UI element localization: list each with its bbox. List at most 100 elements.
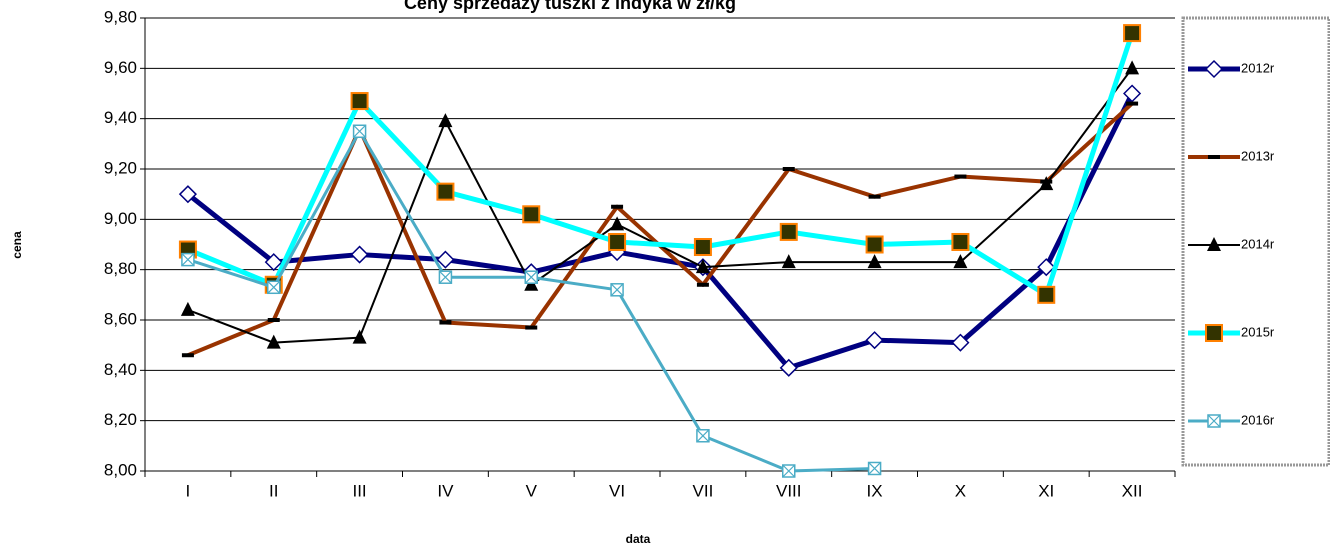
- x-tick-label: VI: [609, 481, 625, 500]
- x-tick-label: VII: [693, 481, 714, 500]
- marker: [693, 238, 712, 257]
- marker: [865, 331, 884, 350]
- y-tick-label: 8,40: [104, 360, 137, 379]
- marker: [865, 235, 884, 254]
- marker: [522, 205, 541, 224]
- marker: [868, 194, 881, 199]
- x-tick-label: IV: [437, 481, 454, 500]
- marker: [264, 253, 283, 272]
- series-line: [186, 32, 1135, 298]
- marker: [610, 216, 625, 231]
- marker: [953, 254, 968, 269]
- marker-cross: [868, 462, 882, 475]
- marker: [695, 259, 710, 274]
- marker: [782, 464, 796, 478]
- x-tick-label: XI: [1038, 481, 1054, 500]
- marker-cross: [782, 464, 796, 478]
- marker: [1037, 285, 1056, 304]
- marker: [867, 461, 882, 476]
- marker-cross: [610, 283, 624, 297]
- marker: [1205, 324, 1223, 342]
- marker: [267, 280, 281, 295]
- marker: [180, 301, 195, 316]
- marker: [1125, 60, 1140, 75]
- marker-cross: [353, 124, 367, 138]
- y-tick-label: 9,40: [104, 108, 137, 127]
- legend-label: 2016r: [1241, 412, 1275, 427]
- x-tick-label: V: [526, 481, 538, 500]
- x-axis-label: data: [626, 532, 651, 546]
- series-line: [187, 67, 1133, 344]
- marker: [1039, 176, 1054, 191]
- x-tick-label: VIII: [776, 481, 802, 500]
- y-tick-label: 8,20: [104, 410, 137, 429]
- marker: [439, 320, 452, 325]
- marker: [867, 254, 882, 269]
- y-tick-label: 9,20: [104, 158, 137, 177]
- marker: [178, 185, 197, 204]
- marker-cross: [1207, 414, 1221, 428]
- series-line: [187, 129, 875, 473]
- marker: [779, 358, 798, 377]
- marker: [1037, 258, 1056, 277]
- x-tick-label: XII: [1122, 481, 1143, 500]
- marker: [438, 113, 453, 128]
- marker: [782, 167, 795, 171]
- marker: [954, 174, 967, 179]
- legend-label: 2015r: [1241, 324, 1275, 339]
- marker: [267, 318, 280, 322]
- marker: [525, 325, 538, 330]
- y-tick-label: 9,00: [104, 209, 137, 228]
- legend-box: [1181, 16, 1330, 467]
- marker-cross: [524, 270, 538, 284]
- marker: [610, 283, 624, 297]
- marker: [352, 124, 367, 138]
- y-tick-label: 9,80: [104, 7, 137, 26]
- marker: [438, 270, 453, 284]
- marker: [436, 250, 455, 269]
- marker: [951, 333, 970, 352]
- marker: [1204, 59, 1224, 79]
- x-tick-label: III: [352, 481, 366, 500]
- marker: [696, 282, 709, 287]
- marker: [1123, 24, 1142, 43]
- marker: [611, 204, 624, 209]
- y-tick-label: 8,60: [104, 309, 137, 328]
- marker: [696, 429, 710, 443]
- x-tick-label: II: [269, 481, 278, 500]
- marker: [608, 232, 627, 251]
- marker-cross: [438, 270, 452, 284]
- y-tick-label: 8,80: [104, 259, 137, 278]
- marker: [524, 270, 538, 284]
- y-axis-label: cena: [10, 231, 24, 259]
- x-tick-label: X: [955, 481, 966, 500]
- marker: [779, 222, 798, 241]
- series-line: [186, 92, 1135, 371]
- x-tick-label: IX: [867, 481, 883, 500]
- legend-label: 2012r: [1241, 60, 1275, 75]
- marker-cross: [267, 280, 281, 294]
- y-tick-label: 9,60: [104, 58, 137, 77]
- marker: [1126, 101, 1139, 106]
- marker: [436, 182, 455, 201]
- legend-label: 2013r: [1241, 148, 1275, 163]
- marker: [781, 254, 796, 269]
- marker: [1208, 155, 1220, 159]
- chart-title: Ceny sprzedaży tuszki z indyka w zł/kg: [404, 0, 736, 13]
- marker-cross: [181, 253, 195, 267]
- marker: [266, 334, 281, 349]
- marker: [350, 245, 369, 264]
- marker-cross: [696, 429, 710, 443]
- x-tick-label: I: [186, 481, 191, 500]
- marker: [951, 232, 970, 251]
- marker: [1123, 84, 1142, 103]
- marker: [350, 92, 369, 111]
- marker: [352, 329, 367, 344]
- marker: [1207, 237, 1221, 251]
- marker: [181, 353, 194, 358]
- y-tick-label: 8,00: [104, 460, 137, 479]
- marker: [181, 252, 195, 267]
- legend-label: 2014r: [1241, 236, 1275, 251]
- marker: [1207, 414, 1221, 428]
